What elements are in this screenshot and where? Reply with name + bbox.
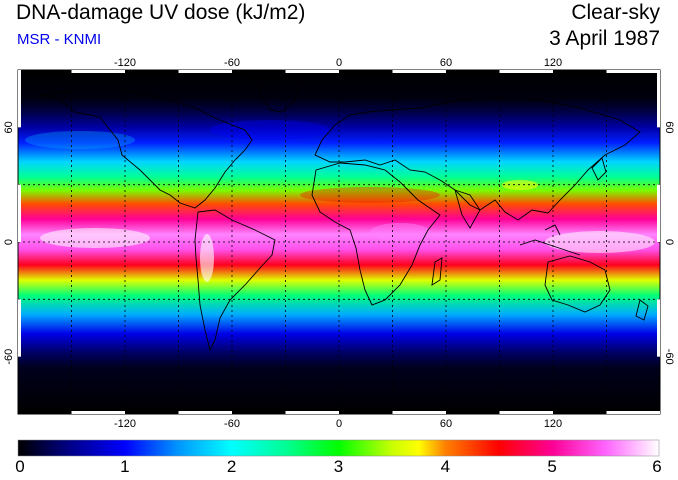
coast-japan (591, 157, 607, 181)
lon-label-bottom: -120 (114, 418, 136, 430)
axis-labels: -120 -120 -60 -60 0 0 60 60 120 120 60 60 0 0 -60 -60 (3, 57, 675, 430)
coast-north-america (39, 89, 253, 209)
colorbar (18, 440, 659, 456)
north-pacific-cloud (25, 131, 135, 149)
coast-south-america (194, 209, 276, 352)
coast-greenland (254, 75, 301, 113)
colorbar-tick-label: 5 (547, 457, 557, 476)
sky-condition-label: Clear-sky (571, 1, 660, 24)
colorbar-tick-label: 3 (333, 457, 344, 476)
colorbar-tick-label: 4 (440, 457, 451, 476)
coast-australia (544, 255, 611, 313)
coast-europe-asia (314, 97, 641, 221)
north-atlantic-cloud (210, 120, 330, 140)
lon-label-bottom: 120 (544, 418, 562, 430)
field-variation (25, 120, 655, 282)
graticule (18, 70, 660, 414)
lat-label-left: -60 (3, 349, 15, 365)
colorbar-tick-label: 1 (120, 457, 130, 476)
coast-madagascar (431, 257, 443, 286)
lon-label-top: -120 (114, 57, 136, 69)
coast-india (454, 189, 481, 229)
map-title: DNA-damage UV dose (kJ/m2) (16, 1, 306, 24)
coastlines (39, 75, 649, 352)
lon-label-bottom: 60 (440, 418, 452, 430)
colorbar-tick-label: 6 (652, 457, 662, 476)
coast-africa (311, 162, 441, 306)
coast-new-zealand (635, 299, 649, 321)
africa-maximum (370, 223, 430, 241)
lat-label-right: -60 (663, 349, 675, 365)
date-label: 3 April 1987 (549, 27, 660, 50)
pacific-maximum (40, 228, 150, 248)
lat-label-right: 60 (663, 121, 675, 133)
lon-label-bottom: -60 (224, 418, 240, 430)
frame-segments (18, 70, 660, 414)
source-label: MSR - KNMI (17, 31, 102, 48)
lon-label-top: -60 (224, 57, 240, 69)
andes-maximum (200, 234, 214, 282)
colorbar-frame (17, 439, 660, 457)
sahara-band (300, 187, 440, 203)
lon-label-bottom: 0 (336, 418, 342, 430)
lat-label-right: 0 (663, 239, 675, 245)
west-pacific-maximum (545, 231, 655, 253)
lat-label-left: 0 (3, 239, 15, 245)
lon-label-top: 0 (336, 57, 342, 69)
lon-label-top: 60 (440, 57, 452, 69)
colorbar-tick-label: 2 (226, 457, 237, 476)
lon-label-top: 120 (544, 57, 562, 69)
lat-label-left: 60 (3, 121, 15, 133)
colorbar-tick-label: 0 (15, 457, 25, 476)
